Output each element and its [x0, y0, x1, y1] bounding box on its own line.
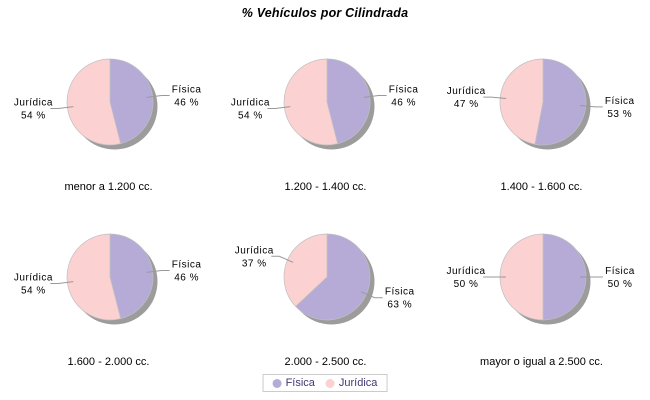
leader-line	[146, 95, 170, 98]
leader-line	[146, 270, 170, 273]
leader-line	[360, 291, 383, 299]
slice-label-name: Jurídica	[14, 98, 53, 109]
slice-label-name: Física	[605, 96, 635, 107]
legend-item: Física	[272, 377, 315, 389]
slice-label-name: Física	[172, 84, 202, 95]
slice-label-name: Física	[172, 259, 202, 270]
pie-chart-svg: Física 50 % Jurídica 50 %	[446, 233, 635, 325]
pie-cell: Física 46 % Jurídica 54 % menor a 1.200 cc.	[0, 40, 217, 215]
pie-chart-svg: Física 53 % Jurídica 47 %	[447, 58, 635, 150]
slice-label-value: 54 %	[21, 111, 46, 122]
pie-chart-svg: Física 46 % Jurídica 54 %	[231, 58, 419, 150]
slice-label: Jurídica 37 %	[235, 245, 274, 269]
slice-label-name: Jurídica	[14, 273, 53, 284]
leader-line	[483, 96, 507, 99]
pie-slice	[499, 233, 544, 321]
slice-label: Física 63 %	[385, 287, 415, 311]
pie-cell: Física 46 % Jurídica 54 % 1.600 - 2.000 cc.	[0, 215, 217, 390]
slice-label-value: 46 %	[174, 97, 199, 108]
slice-label: Jurídica 47 %	[447, 86, 486, 110]
pie-cell: Física 46 % Jurídica 54 % 1.200 - 1.400 cc.	[217, 40, 434, 215]
category-label: menor a 1.200 cc.	[64, 181, 153, 193]
pie-cell: Física 53 % Jurídica 47 % 1.400 - 1.600 cc.	[433, 40, 650, 215]
slice-label: Física 53 %	[605, 96, 635, 120]
slice-label-name: Física	[385, 287, 415, 298]
slice-label-value: 37 %	[242, 258, 267, 269]
pie-cell: Física 50 % Jurídica 50 % mayor o igual a 2.…	[433, 215, 650, 390]
legend: Física Jurídica	[262, 374, 388, 392]
leader-line	[579, 105, 603, 108]
slice-label: Jurídica 50 %	[446, 266, 485, 290]
slice-label-value: 63 %	[387, 300, 412, 311]
slice-label: Física 46 %	[389, 84, 419, 108]
pie-chart-svg: Física 63 % Jurídica 37 %	[235, 233, 415, 325]
slice-label-value: 54 %	[238, 111, 263, 122]
chart-title: % Vehículos por Cilindrada	[241, 6, 409, 20]
slice-label-value: 54 %	[21, 286, 46, 297]
slice-label-value: 46 %	[391, 97, 416, 108]
slice-label-value: 47 %	[454, 99, 479, 110]
legend-label: Física	[285, 377, 315, 389]
category-label: mayor o igual a 2.500 cc.	[480, 356, 603, 368]
leader-line	[50, 281, 74, 284]
pie-chart-svg: Física 46 % Jurídica 54 %	[14, 233, 202, 325]
slice-label-name: Física	[605, 266, 635, 277]
legend-label: Jurídica	[338, 377, 378, 389]
slice-label: Jurídica 54 %	[231, 98, 270, 122]
pie-slice	[499, 58, 544, 145]
slice-label-name: Jurídica	[231, 98, 270, 109]
slice-label-value: 50 %	[608, 279, 633, 290]
slice-label: Jurídica 54 %	[14, 98, 53, 122]
category-label: 1.200 - 1.400 cc.	[284, 181, 367, 193]
slice-label: Jurídica 54 %	[14, 273, 53, 297]
pie-cell: Física 63 % Jurídica 37 % 2.000 - 2.500 cc.	[217, 215, 434, 390]
category-label: 2.000 - 2.500 cc.	[284, 356, 367, 368]
legend-item: Jurídica	[325, 377, 378, 389]
slice-label-name: Jurídica	[447, 86, 486, 97]
slice-label-value: 53 %	[607, 109, 632, 120]
legend-marker-icon	[325, 378, 335, 388]
leader-line	[50, 106, 74, 109]
leader-line	[363, 95, 387, 98]
slice-label: Física 46 %	[172, 259, 202, 283]
pie-chart-svg: Física 46 % Jurídica 54 %	[14, 58, 202, 150]
slice-label-name: Jurídica	[235, 245, 274, 256]
leader-line	[271, 255, 294, 263]
slice-label-value: 46 %	[174, 272, 199, 283]
category-label: 1.400 - 1.600 cc.	[500, 181, 583, 193]
slice-label-name: Física	[389, 84, 419, 95]
slice-label: Física 46 %	[172, 84, 202, 108]
leader-line	[267, 106, 291, 109]
category-label: 1.600 - 2.000 cc.	[67, 356, 150, 368]
slice-label: Física 50 %	[605, 266, 635, 290]
legend-marker-icon	[272, 378, 282, 388]
slice-label-value: 50 %	[454, 279, 479, 290]
slice-label-name: Jurídica	[446, 266, 485, 277]
